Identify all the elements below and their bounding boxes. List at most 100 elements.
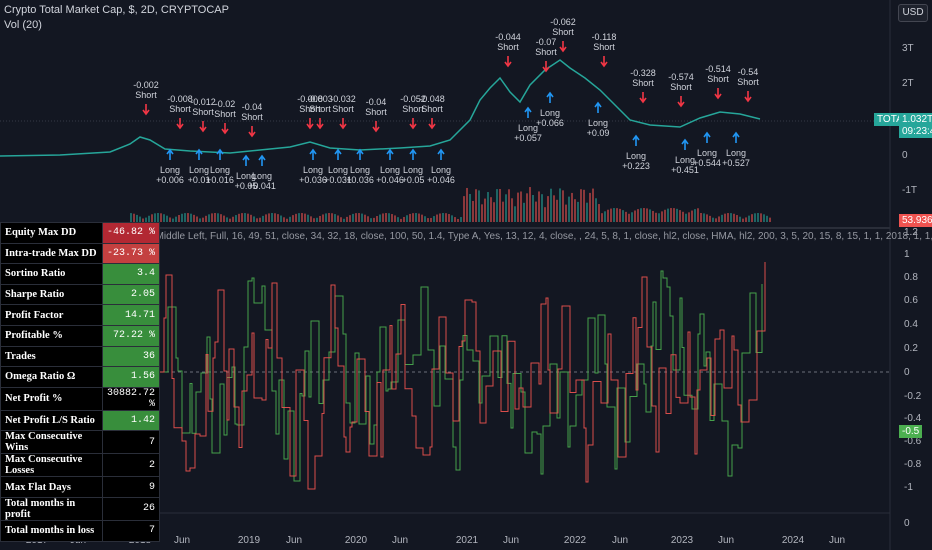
volume-bar [334,214,336,222]
indicator-value-badge: -0.5 [899,425,923,438]
volume-bar [472,200,474,222]
volume-bar [181,213,183,222]
indicator-tick-label: -0.4 [904,413,922,424]
long-arrow [594,101,602,113]
volume-bar [193,214,195,222]
short-arrow [221,123,229,135]
stats-row: Total months in profit 26 [0,496,161,521]
volume-bar [658,213,660,222]
short-signal-value: -0.003 [307,94,333,104]
volume-bar [394,215,396,222]
long-arrow [195,148,203,160]
short-signal-value: -0.032 [330,94,356,104]
time-axis-label: 2023 [671,535,694,546]
short-arrow [199,121,207,133]
long-arrow [524,106,532,118]
indicator-params-legend: S v2 (None, Middle Left, Full, 16, 49, 5… [100,231,932,242]
volume-bar [460,217,462,222]
volume-bar [388,213,390,222]
volume-bar [424,216,426,222]
stats-row: Net Profit % 30882.72 % [0,386,161,411]
volume-bar [667,208,669,222]
short-signal-label: Short [632,78,654,88]
volume-bar [283,217,285,222]
volume-bar [673,208,675,222]
stats-label: Total months in profit [0,496,103,521]
indicator-tick-label: 0.8 [904,272,918,283]
long-arrow [681,138,689,150]
indicator-tick-label: -0.8 [904,459,922,470]
volume-bar [319,215,321,222]
volume-bar [718,216,720,222]
long-signal-label: Long [303,165,323,175]
volume-bar [151,214,153,222]
stats-row: Max Consecutive Wins 7 [0,430,161,455]
indicator-tick-label: -0.2 [904,391,922,402]
long-signal-value: +0.223 [622,161,650,171]
short-arrow [677,96,685,108]
indicator-tick-label: 0.4 [904,319,918,330]
volume-bar [415,213,417,222]
price-tick-label: 2T [902,78,914,89]
stats-value: 7 [101,430,161,455]
volume-bar [613,208,615,222]
stats-value: 3.4 [101,263,161,285]
volume-bar [769,217,771,222]
stats-label: Profit Factor [0,304,103,326]
short-arrow [542,61,550,73]
volume-bar [505,194,507,222]
stats-label: Net Profit % [0,386,103,411]
stats-row: Net Profit L/S Ratio 1.42 [0,409,161,432]
long-signal-value: +0.09 [587,128,610,138]
volume-bar [166,215,168,222]
long-signal-value: +0.031 [324,175,352,185]
stats-value: 14.71 [101,304,161,326]
volume-bar [139,216,141,222]
stats-row: Sharpe Ratio 2.05 [0,283,161,306]
stats-row: Total months in loss 7 [0,519,161,542]
short-signal-value: -0.052 [400,94,426,104]
volume-bar [751,214,753,222]
currency-button[interactable]: USD [898,4,928,22]
volume-bar [223,215,225,222]
volume-bar [481,204,483,222]
short-signal-value: -0.008 [297,94,323,104]
volume-bar [232,216,234,222]
volume-bar [466,187,468,222]
short-signal-label: Short [737,77,759,87]
volume-bar [475,189,477,222]
volume-bar [601,213,603,222]
volume-bar [349,215,351,222]
volume-bar [484,198,486,222]
long-arrow [386,148,394,160]
stats-label: Sortino Ratio [0,263,103,285]
volume-bar [571,192,573,222]
volume-bar [463,196,465,222]
stats-value: 2.05 [101,283,161,306]
volume-bar [439,213,441,222]
long-signal-value: +0.036 [299,175,327,185]
volume-bar [130,213,132,222]
volume-bar [577,201,579,222]
stats-value: 2 [101,453,161,478]
volume-bar [742,218,744,222]
volume-bar [268,213,270,222]
long-signal-value: +0.066 [536,118,564,128]
volume-bar [580,189,582,222]
volume-bar [655,212,657,222]
volume-bar [325,213,327,222]
short-signal-label: Short [192,107,214,117]
volume-bar [409,213,411,222]
volume-bar [202,217,204,222]
stats-value: -46.82 % [101,222,161,244]
stats-row: Profitable % 72.22 % [0,324,161,347]
long-arrow [703,131,711,143]
volume-bar [307,214,309,222]
volume-bar [556,199,558,222]
volume-bar [712,217,714,222]
volume-bar [625,211,627,222]
volume-bar [289,216,291,222]
time-axis-label: 2021 [456,535,479,546]
volume-bar [241,213,243,222]
volume-bar [604,211,606,222]
